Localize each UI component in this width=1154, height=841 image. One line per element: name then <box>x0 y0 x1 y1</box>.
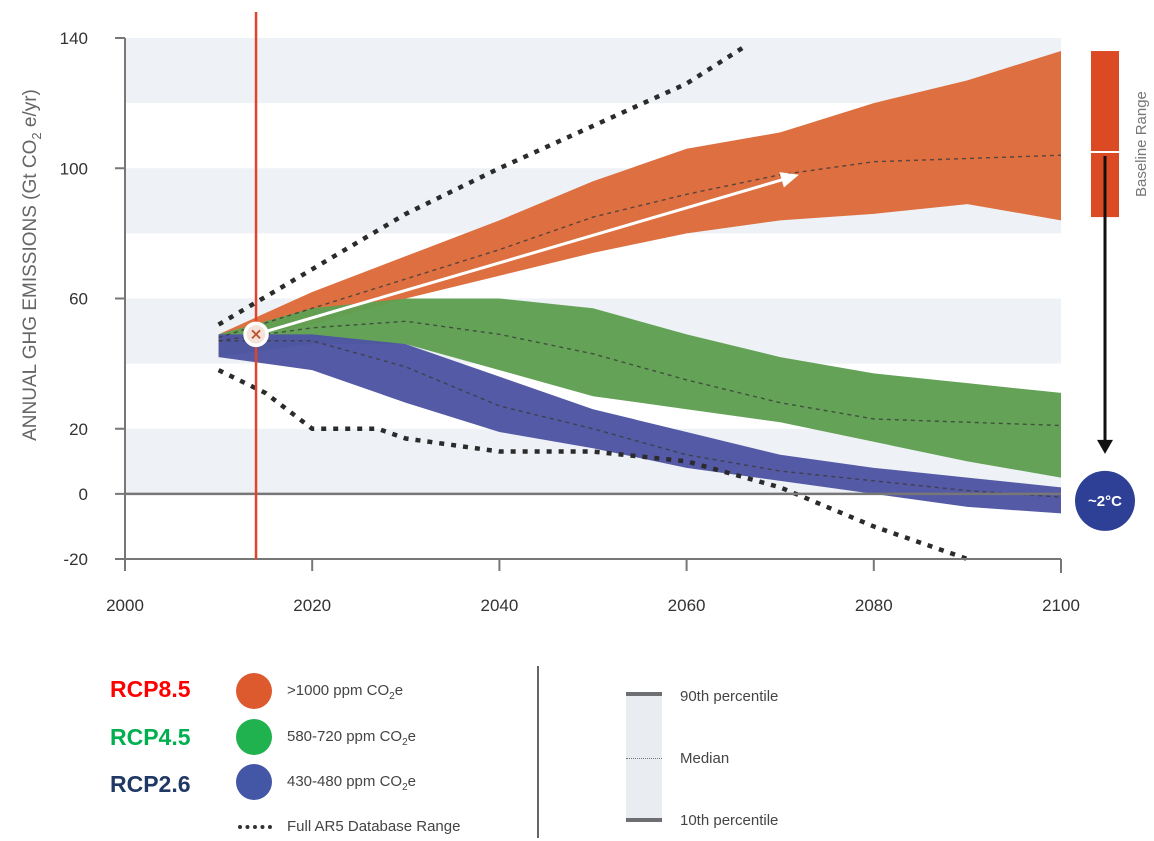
reduction-arrow-head <box>1097 439 1113 454</box>
x-tick-label: 2000 <box>106 596 144 615</box>
median-rcp85 <box>218 154 1062 339</box>
legend-rcp26-text: 430-480 ppm CO2e <box>287 773 416 793</box>
baseline-range-label: Baseline Range <box>1133 91 1150 197</box>
x-tick-label: 2080 <box>855 596 893 615</box>
y-tick-label: -20 <box>63 550 88 569</box>
grid-band-3 <box>125 38 1061 104</box>
y-tick-label: 100 <box>60 159 88 178</box>
legend-rcp45-text: 580-720 ppm CO2e <box>287 728 416 748</box>
median-rcp45 <box>218 320 1062 427</box>
legend-rcp45-swatch <box>236 719 272 755</box>
y-tick-label: 20 <box>69 420 88 439</box>
legend-divider <box>537 666 539 838</box>
legend-full-range-swatch <box>238 825 272 829</box>
target-badge <box>1075 470 1135 531</box>
trend-arrow-head <box>779 172 799 188</box>
trend-arrow-line <box>255 176 790 336</box>
target-badge-label: ~2°C <box>1088 493 1122 510</box>
annotations: Baseline Range ~2°C <box>243 12 1150 559</box>
full-range-lines <box>217 45 969 562</box>
legend-rcp45-label: RCP4.5 <box>110 724 191 750</box>
y-tick-label: 0 <box>79 485 88 504</box>
percentile-median-text: Median <box>680 750 730 767</box>
full-range-lower <box>217 368 969 562</box>
median-rcp26 <box>218 340 1062 498</box>
area-rcp26 <box>218 334 1062 514</box>
legend-rcp26-swatch <box>236 764 272 800</box>
scenario-areas <box>218 51 1062 514</box>
legend-rcp85-swatch <box>236 673 272 709</box>
scenario-medians <box>218 154 1062 498</box>
y-tick-label: 60 <box>69 290 88 309</box>
x-tick-label: 2100 <box>1042 596 1080 615</box>
percentile-median-line <box>626 758 662 759</box>
full-range-upper <box>217 45 744 327</box>
x-tick-label: 2040 <box>480 596 518 615</box>
x-tick-label: 2020 <box>293 596 331 615</box>
legend-rcp26-label: RCP2.6 <box>110 771 191 797</box>
legend-full-range-text: Full AR5 Database Range <box>287 818 461 835</box>
percentile-90-bar <box>626 692 662 696</box>
area-rcp85 <box>218 51 1062 341</box>
percentile-10-bar <box>626 818 662 822</box>
start-marker-cross <box>251 329 261 339</box>
percentile-10-text: 10th percentile <box>680 812 779 829</box>
x-tick-label: 2060 <box>668 596 706 615</box>
legend-rcp85-label: RCP8.5 <box>110 676 191 702</box>
y-tick-label: 140 <box>60 29 88 48</box>
area-rcp45 <box>218 298 1062 478</box>
legend-rcp85-text: >1000 ppm CO2e <box>287 682 404 702</box>
y-axis-title: ANNUAL GHG EMISSIONS (Gt CO2 e/yr) <box>20 89 44 441</box>
percentile-90-text: 90th percentile <box>680 688 779 705</box>
